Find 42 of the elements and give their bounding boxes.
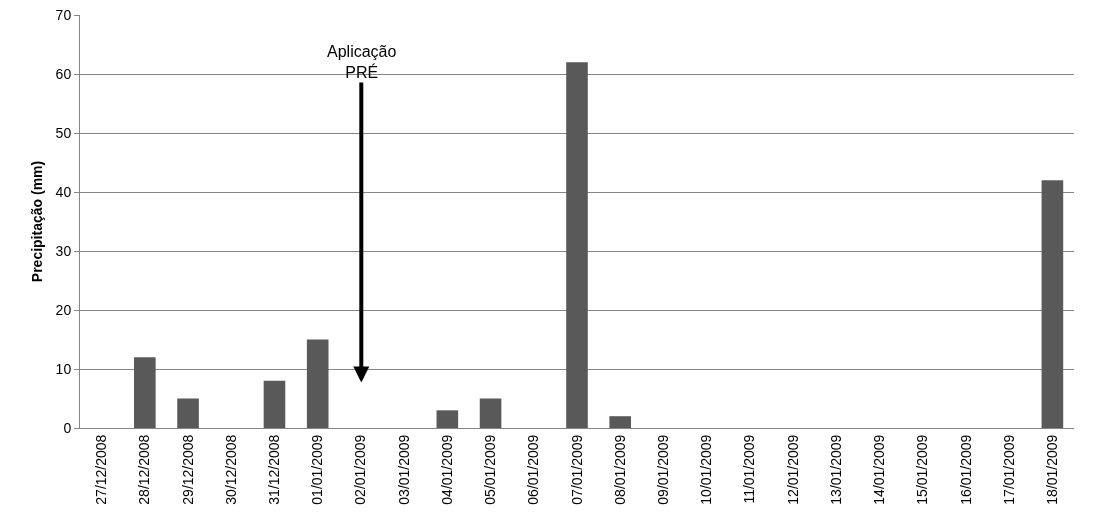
y-tick-label: 20 [55, 301, 72, 318]
x-tick-label: 02/01/2009 [352, 434, 369, 505]
bar [479, 398, 502, 428]
x-tick-label: 14/01/2009 [871, 434, 888, 505]
x-tick-label: 11/01/2009 [741, 434, 758, 504]
x-tick-label: 12/01/2009 [784, 434, 801, 505]
bar [306, 339, 329, 428]
x-tick-label: 13/01/2009 [827, 434, 844, 505]
x-tick-label: 10/01/2009 [698, 434, 715, 505]
x-tick-label: 31/12/2008 [266, 434, 283, 505]
x-tick-label: 07/01/2009 [568, 434, 585, 505]
x-tick-label: 28/12/2008 [136, 434, 153, 505]
bar [566, 62, 588, 428]
y-tick-label: 0 [63, 419, 72, 436]
x-tick-label: 30/12/2008 [222, 434, 239, 505]
y-axis-title: Precipitação (mm) [29, 160, 45, 283]
bar [609, 416, 632, 428]
x-tick-label: 04/01/2009 [438, 434, 455, 505]
x-tick-label: 17/01/2009 [1000, 434, 1017, 505]
x-tick-label: 27/12/2008 [93, 434, 110, 505]
bar [177, 398, 199, 428]
annotation: Aplicação PRÉ [327, 43, 397, 81]
y-tick-label: 50 [55, 124, 72, 141]
bar [436, 410, 459, 428]
x-tick-label: 16/01/2009 [957, 434, 974, 505]
y-tick-label: 30 [55, 242, 72, 259]
x-tick-label: 06/01/2009 [525, 434, 542, 505]
x-tick-label: 18/01/2009 [1043, 434, 1060, 505]
x-tick-label: 01/01/2009 [309, 434, 326, 505]
y-tick-label: 40 [55, 183, 72, 200]
y-tick-label: 70 [55, 6, 72, 23]
y-tick-label: 60 [55, 65, 72, 82]
y-tick-label: 10 [55, 360, 72, 377]
x-tick-label: 29/12/2008 [179, 434, 196, 505]
bar [134, 357, 156, 428]
x-tick-label: 15/01/2009 [914, 434, 931, 505]
x-tick-label: 08/01/2009 [611, 434, 628, 505]
bar [263, 380, 286, 428]
bar [1041, 180, 1064, 428]
x-tick-label: 05/01/2009 [482, 434, 499, 505]
x-tick-label: 09/01/2009 [654, 434, 671, 505]
x-tick-label: 03/01/2009 [395, 434, 412, 505]
